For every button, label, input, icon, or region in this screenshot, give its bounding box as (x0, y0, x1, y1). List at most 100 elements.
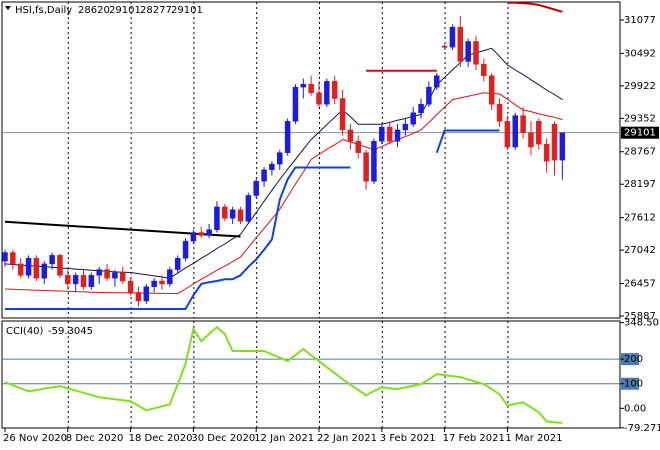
cci-value: -59.3045 (48, 326, 93, 337)
candle-body (206, 229, 212, 236)
y-tick-label: 200 (624, 354, 643, 365)
candle-body (96, 269, 102, 276)
candle-body (25, 257, 32, 276)
y-tick-label: 100 (624, 379, 643, 390)
indicator-line (507, 1, 563, 13)
candle-body (143, 286, 150, 302)
y-tick-label: 25887 (624, 311, 656, 322)
indicator-line (435, 129, 500, 154)
candle-body (277, 152, 283, 165)
main-title: HSI,fs,Daily (15, 5, 72, 16)
candle-body (465, 41, 471, 62)
y-tick-label: 27612 (624, 213, 656, 224)
candle-body (410, 112, 416, 125)
y-tick-label: -79.2719 (624, 423, 660, 434)
candle-body (379, 126, 385, 142)
indicator-line (5, 166, 351, 310)
candle-body (127, 280, 134, 293)
candle-body (2, 252, 8, 262)
candle-body (65, 275, 71, 285)
last-price-box (621, 126, 659, 139)
y-tick-label: 29352 (624, 113, 656, 124)
y-tick-label: 29922 (624, 81, 656, 92)
ohlc-low: 28277 (140, 5, 172, 16)
candle-body (253, 180, 259, 196)
candle-body (229, 209, 236, 219)
candle-body (174, 257, 181, 270)
candle-body (559, 132, 566, 161)
candle-body (245, 195, 252, 222)
candle-body (316, 92, 322, 105)
candle-body (363, 152, 369, 182)
y-tick-label: 31077 (624, 15, 656, 26)
candle-body (57, 255, 63, 276)
indicator-line (4, 325, 563, 424)
candle-body (394, 129, 401, 142)
candle-body (182, 240, 189, 259)
candle-body (214, 206, 220, 230)
x-tick-label: 3 Feb 2021 (380, 433, 436, 444)
candle-body (269, 163, 275, 171)
candle-body (17, 263, 24, 276)
candle-body (198, 232, 204, 236)
x-tick-label: 18 Dec 2020 (129, 433, 193, 444)
y-tick-label: 30492 (624, 48, 656, 59)
candle-body (551, 123, 558, 161)
candle-body (300, 84, 307, 88)
candle-body (33, 257, 40, 279)
candle-body (80, 275, 87, 287)
candle-body (441, 45, 448, 48)
ohlc-close: 29101 (171, 5, 203, 16)
candle-body (504, 121, 511, 148)
candle-body (355, 141, 361, 153)
last-price-label: 29101 (624, 128, 656, 139)
candle-body (222, 206, 228, 219)
y-tick-label: 0.00 (624, 403, 646, 414)
y-tick-label: 27042 (624, 245, 656, 256)
main-frame (1, 1, 621, 319)
ohlc-open: 28620 (78, 5, 110, 16)
candle-body (543, 143, 550, 162)
candle-body (418, 103, 424, 114)
candle-body (528, 132, 534, 148)
y-tick-label: 28767 (624, 147, 656, 158)
candle-body (292, 86, 299, 122)
candle-body (512, 115, 518, 148)
candle-body (457, 26, 464, 62)
candle-body (120, 272, 126, 282)
candle-body (88, 275, 95, 287)
candle-body (308, 84, 314, 94)
candle-body (261, 169, 267, 182)
candle-body (426, 86, 432, 105)
candle-body (41, 263, 47, 279)
candle-body (104, 269, 110, 279)
candle-body (496, 103, 503, 122)
candle-body (72, 275, 79, 285)
candle-body (331, 81, 338, 99)
level-box (621, 377, 639, 390)
candle-body (347, 129, 354, 142)
candle-body (324, 81, 330, 105)
x-tick-label: 1 Mar 2021 (505, 433, 562, 444)
candle-body (481, 64, 487, 76)
candle-body (449, 26, 456, 48)
indicator-line (4, 92, 563, 295)
x-tick-label: 12 Jan 2021 (254, 433, 314, 444)
candle-body (135, 292, 142, 302)
ohlc-high: 29101 (109, 5, 141, 16)
cci-frame (1, 320, 621, 429)
cci-title: CCI(40) (6, 326, 44, 337)
y-tick-label: 348.5018 (624, 318, 660, 329)
candle-body (488, 75, 495, 105)
level-box (621, 353, 639, 366)
x-tick-label: 26 Nov 2020 (3, 433, 67, 444)
candle-body (284, 121, 291, 153)
candle-body (520, 115, 526, 133)
candle-body (536, 121, 542, 145)
collapse-icon (5, 6, 11, 10)
x-tick-label: 17 Feb 2021 (443, 433, 505, 444)
candle-body (112, 272, 118, 279)
candle-body (402, 123, 409, 131)
